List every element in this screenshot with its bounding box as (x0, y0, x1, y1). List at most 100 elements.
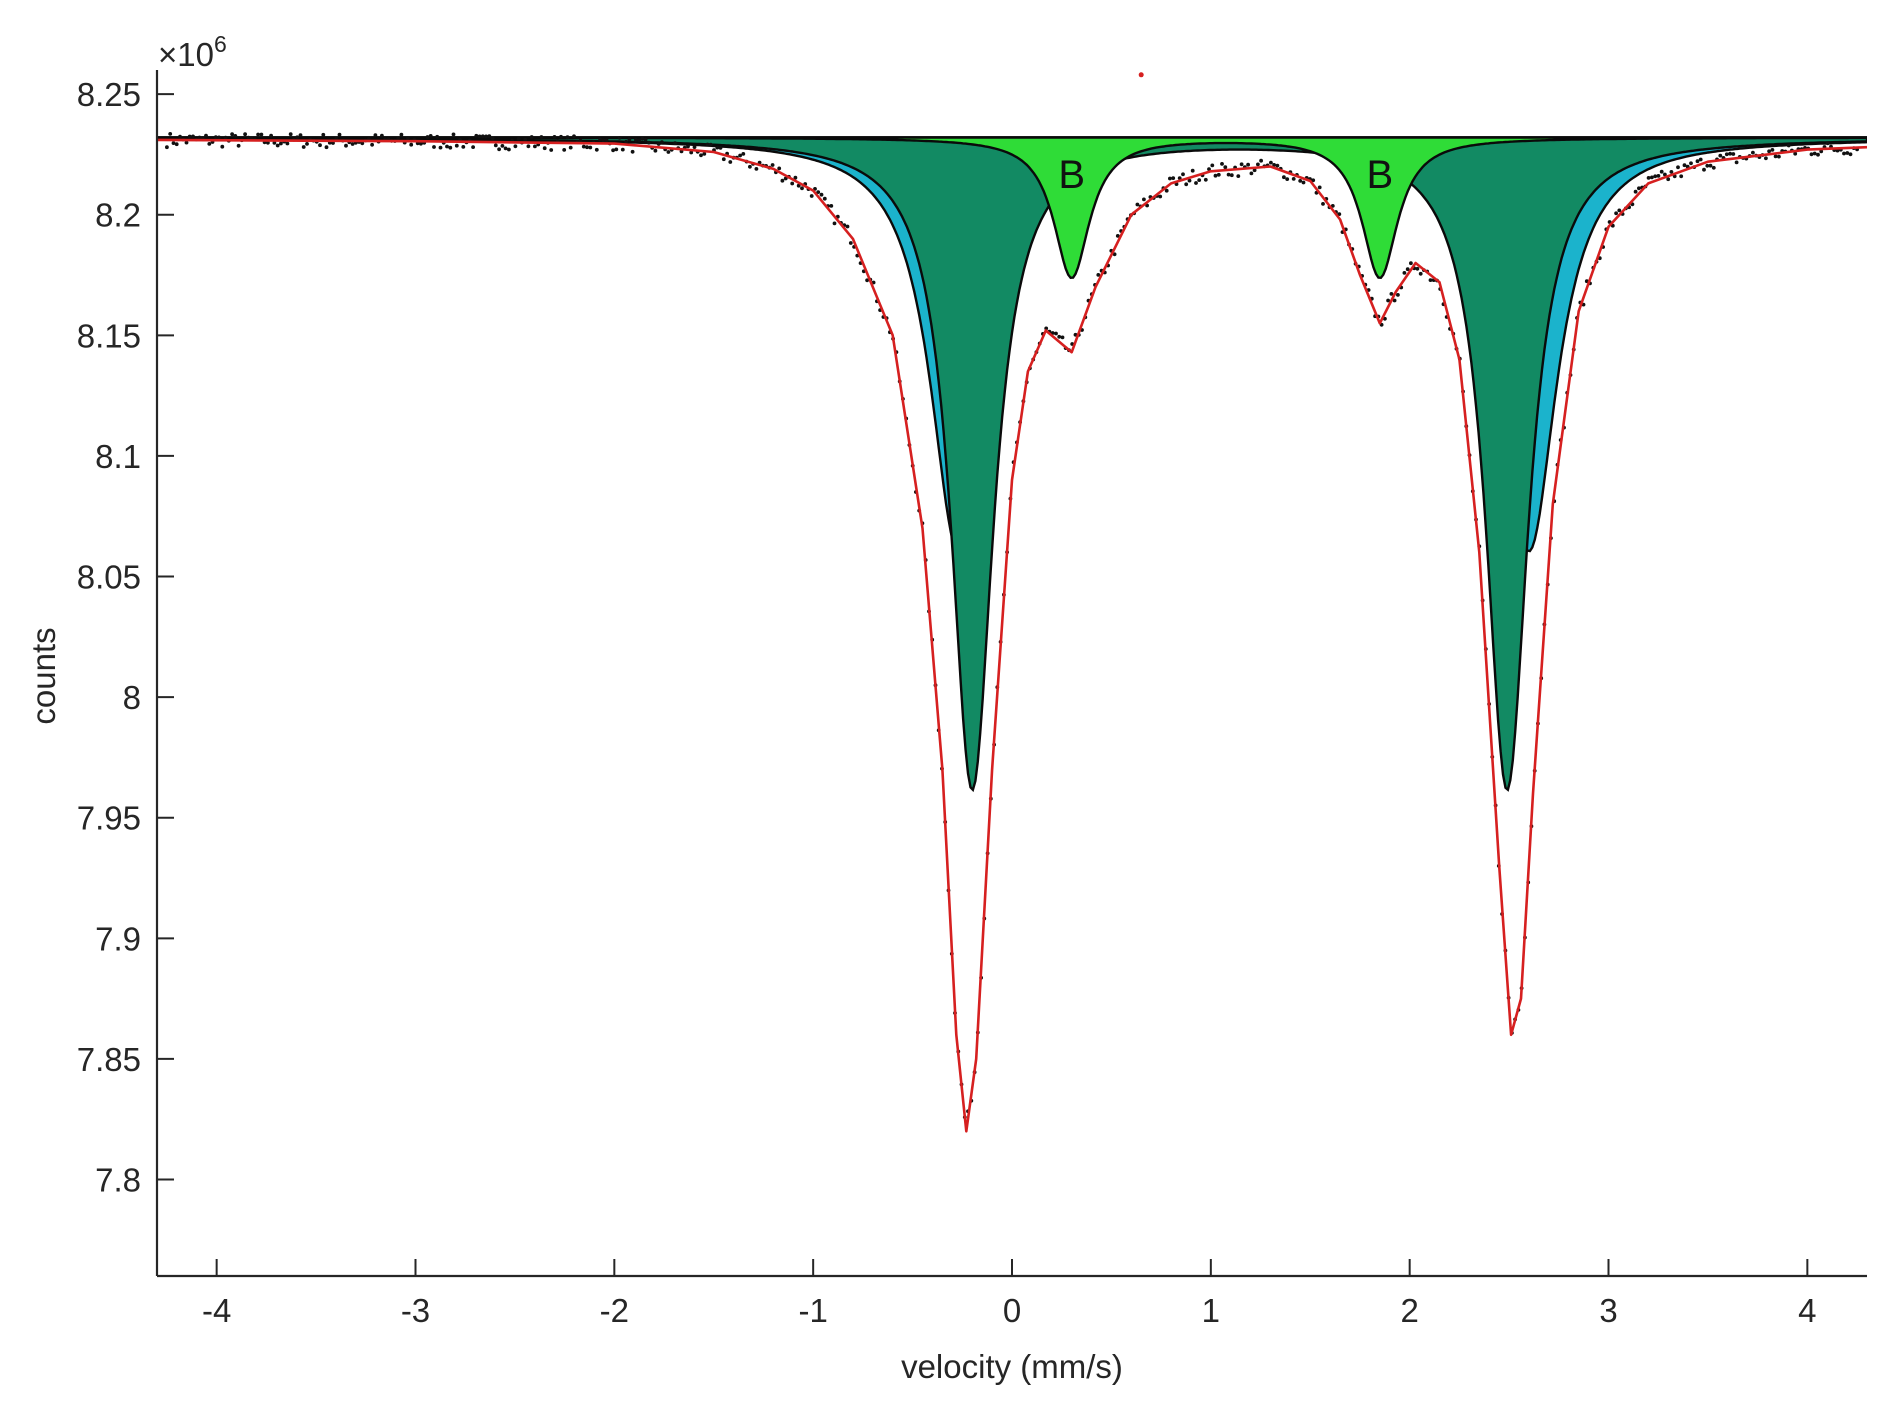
data-point (1057, 334, 1062, 339)
data-point (708, 142, 713, 147)
data-point (1848, 152, 1853, 157)
data-point (1256, 162, 1260, 167)
data-point (1168, 176, 1172, 181)
data-point (1646, 176, 1651, 180)
data-point (1682, 163, 1687, 168)
data-point (350, 142, 355, 146)
y-multiplier-exponent: 6 (214, 31, 227, 57)
component-label-b-1: B (1058, 153, 1085, 197)
data-point (526, 144, 531, 149)
data-point (1197, 178, 1202, 183)
data-point (630, 149, 635, 154)
data-point (637, 138, 641, 143)
data-point (204, 133, 208, 138)
data-point (822, 196, 827, 201)
y-tick-label: 7.8 (95, 1162, 141, 1199)
data-point (513, 144, 518, 149)
y-ticks: 7.8 7.85 7.9 7.95 8 8.05 8.1 8.15 8.2 8.25 (77, 76, 174, 1199)
data-point (1764, 156, 1768, 161)
data-point (1115, 234, 1120, 238)
data-point (484, 134, 488, 139)
data-point (474, 133, 479, 138)
data-point (334, 136, 339, 141)
data-point (809, 194, 814, 198)
y-tick-label: 8.25 (77, 76, 141, 113)
data-point (865, 278, 869, 283)
data-point (272, 141, 277, 145)
data-point (1184, 182, 1189, 187)
data-point (451, 132, 456, 137)
data-point (171, 141, 176, 146)
y-tick-label: 7.95 (77, 800, 141, 837)
data-point (1282, 175, 1286, 180)
data-point (1718, 153, 1723, 158)
data-point (1239, 162, 1244, 167)
data-point (256, 132, 260, 137)
data-point (432, 145, 436, 149)
data-point (780, 178, 785, 183)
data-point (406, 136, 410, 141)
data-point (559, 134, 563, 139)
component-label-b-2: B (1366, 153, 1393, 197)
data-point (1614, 211, 1618, 216)
data-point (656, 142, 661, 146)
data-point (516, 137, 521, 141)
data-point (816, 190, 821, 195)
data-point (1321, 202, 1325, 206)
x-tick-label: 1 (1202, 1292, 1220, 1329)
data-point (1702, 167, 1706, 172)
data-point (754, 167, 759, 171)
data-point (1845, 151, 1850, 155)
data-point (500, 144, 505, 148)
x-tick-label: -1 (798, 1292, 827, 1329)
data-point (1405, 267, 1410, 272)
data-point (1311, 178, 1316, 183)
data-point (529, 135, 534, 139)
data-point (741, 152, 746, 156)
data-point (1653, 174, 1658, 179)
data-point (578, 138, 583, 143)
data-point (594, 147, 599, 152)
data-point (324, 145, 329, 150)
data-point (409, 142, 414, 147)
data-point (493, 143, 498, 148)
data-point (1705, 163, 1710, 168)
data-point (1698, 157, 1703, 162)
data-point (1096, 273, 1101, 277)
data-point (1389, 292, 1394, 296)
data-point (396, 136, 401, 141)
data-point (230, 132, 235, 137)
data-point (1689, 161, 1693, 166)
data-point (715, 145, 720, 150)
data-point (380, 133, 384, 138)
y-tick-label: 8.2 (95, 197, 141, 234)
data-point (1786, 143, 1791, 148)
data-point (503, 146, 508, 151)
data-point (1402, 271, 1407, 275)
data-point (1666, 177, 1671, 182)
data-point (699, 153, 703, 158)
y-axis-title: counts (25, 627, 62, 724)
data-point (480, 134, 485, 139)
y-tick-label: 8.05 (77, 559, 141, 596)
data-point (1428, 278, 1433, 282)
data-point (178, 134, 182, 139)
data-point (1112, 252, 1117, 257)
y-tick-label: 8.1 (95, 438, 141, 475)
data-point (588, 145, 593, 150)
data-point (1825, 141, 1830, 146)
data-point (187, 134, 192, 139)
data-point (1223, 165, 1228, 170)
data-point (1135, 202, 1140, 207)
data-point (1229, 173, 1234, 178)
data-point (243, 132, 248, 137)
data-point (1659, 169, 1664, 174)
data-point (1216, 172, 1221, 177)
data-point (1054, 331, 1058, 336)
x-tick-label: -4 (202, 1292, 231, 1329)
data-point (617, 136, 622, 140)
data-point (318, 143, 322, 148)
data-point (1158, 194, 1163, 199)
data-point (1812, 151, 1817, 156)
data-point (246, 135, 251, 140)
